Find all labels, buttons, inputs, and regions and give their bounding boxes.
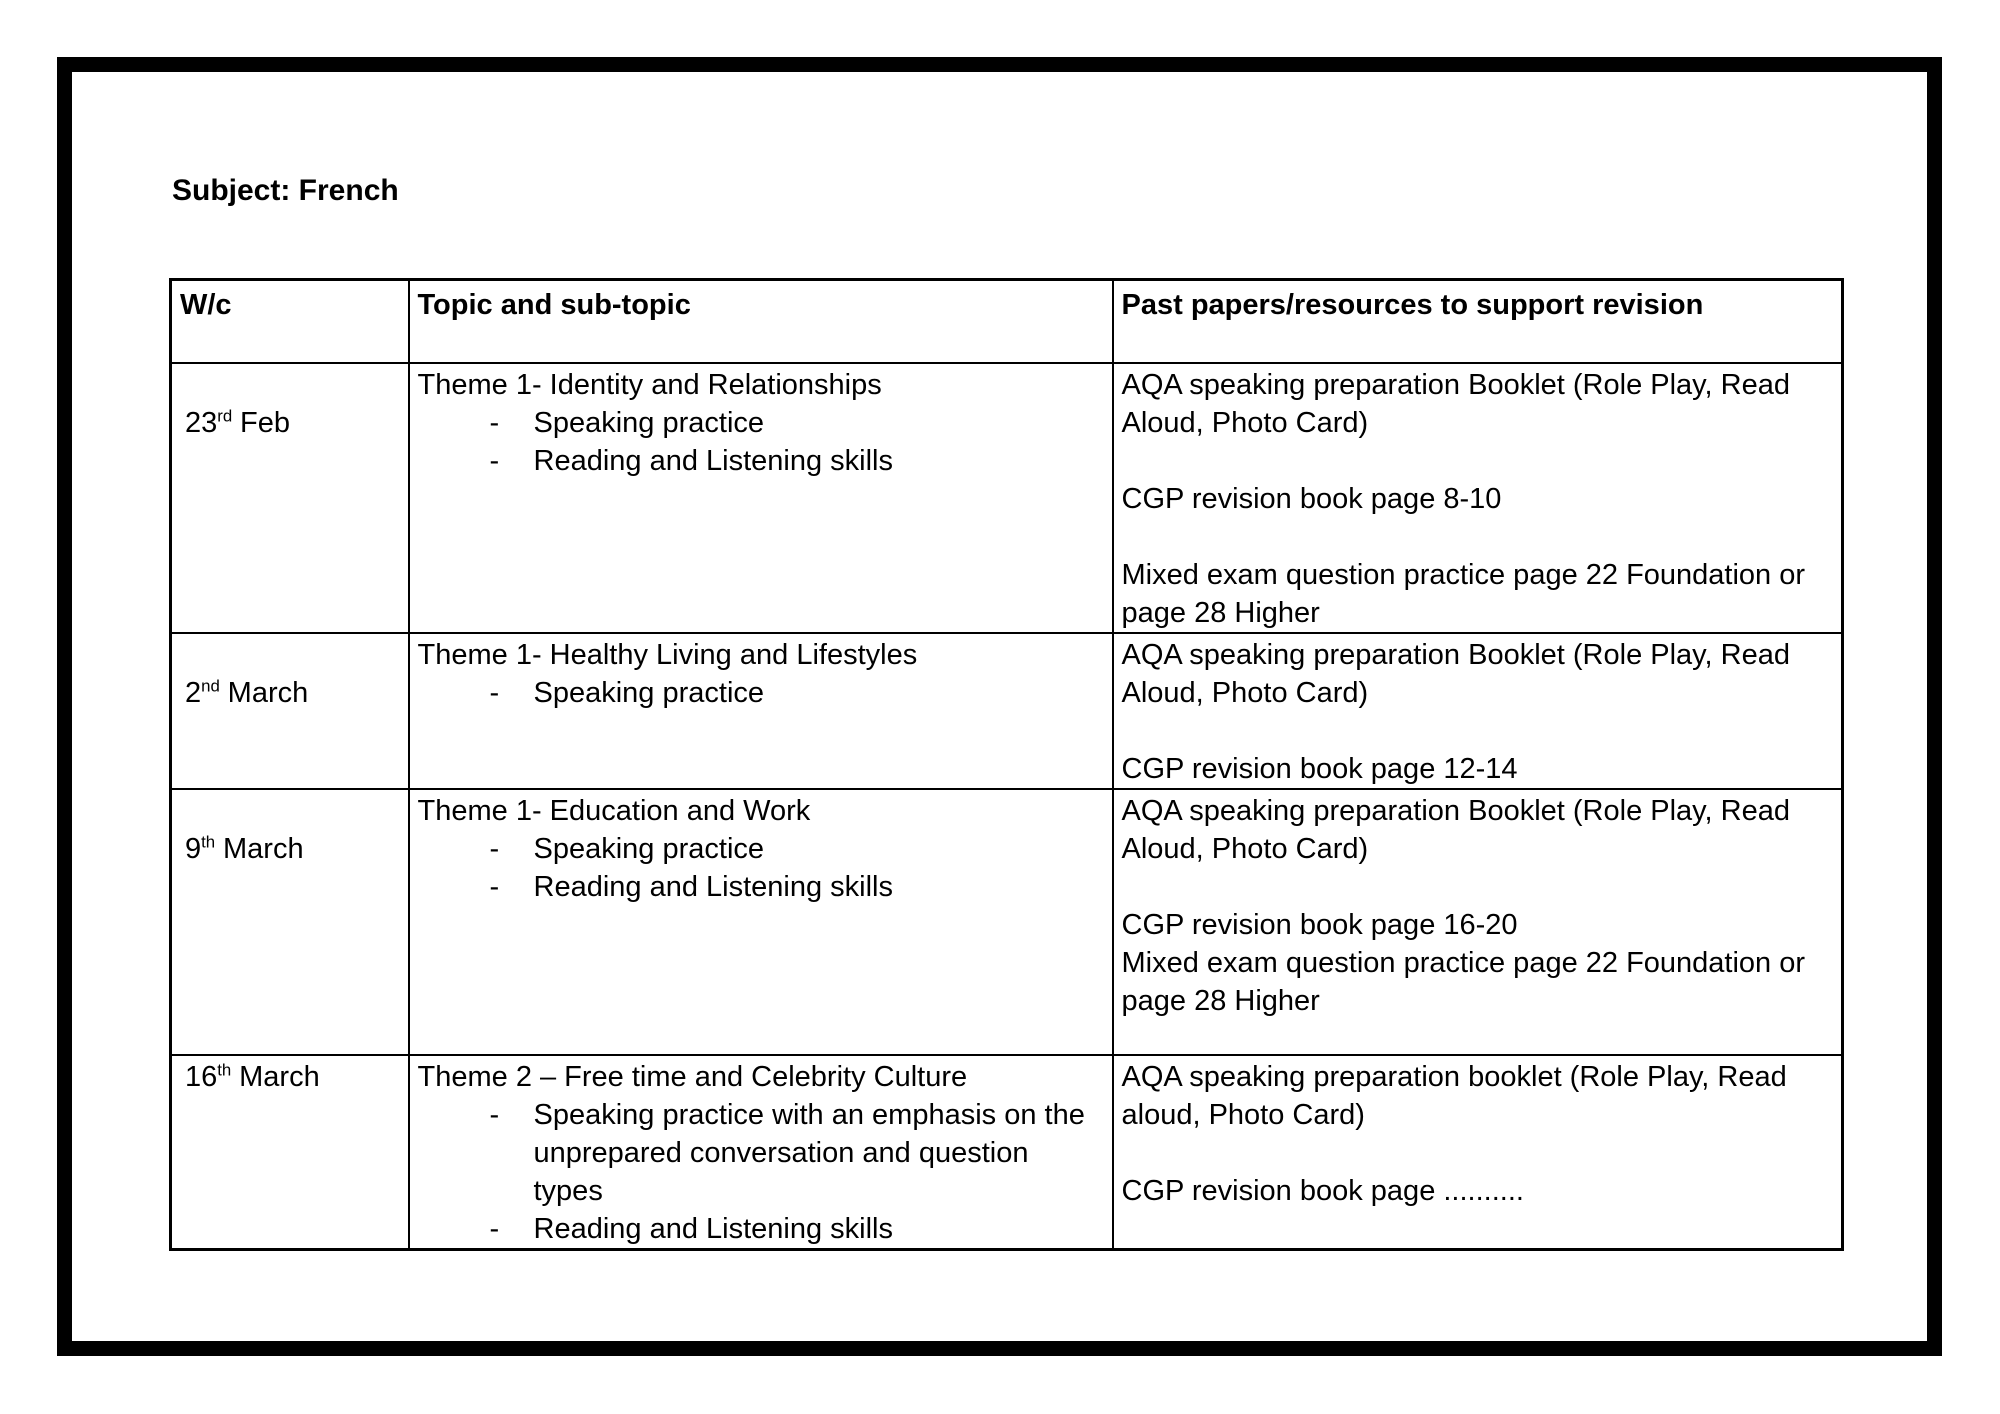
resource-line: AQA speaking preparation Booklet (Role P… bbox=[1121, 794, 1790, 865]
resource-line: Mixed exam question practice page 22 Fou… bbox=[1121, 946, 1806, 1017]
topic-bullet: - Reading and Listening skills bbox=[418, 442, 1104, 480]
week-day: 9 bbox=[185, 832, 202, 865]
bullet-dash: - bbox=[489, 676, 500, 709]
week-cell: 23rd Feb bbox=[169, 361, 410, 634]
resources-cell: AQA speaking preparation Booklet (Role P… bbox=[1111, 361, 1844, 634]
week-day: 2 bbox=[185, 676, 202, 709]
bullet-text: Reading and Listening skills bbox=[533, 1212, 894, 1245]
topic-title: Theme 1- Education and Work bbox=[417, 794, 811, 827]
subject-title: Subject: French bbox=[172, 174, 399, 207]
week-cell: 16th March bbox=[169, 1053, 410, 1250]
resource-line: CGP revision book page 8-10 bbox=[1121, 482, 1502, 515]
week-ordinal: rd bbox=[217, 405, 233, 425]
week-day: 16 bbox=[185, 1060, 218, 1093]
resource-spacer bbox=[1122, 1134, 1834, 1172]
week-month: Feb bbox=[240, 406, 291, 439]
table-header-topic: Topic and sub-topic bbox=[407, 278, 1114, 364]
resources-cell: AQA speaking preparation Booklet (Role P… bbox=[1111, 631, 1844, 790]
week-month: March bbox=[227, 676, 309, 709]
topic-title: Theme 1- Healthy Living and Lifestyles bbox=[417, 638, 918, 671]
resources-cell: AQA speaking preparation Booklet (Role P… bbox=[1111, 787, 1844, 1056]
bullet-dash: - bbox=[489, 832, 500, 865]
resource-line: AQA speaking preparation Booklet (Role P… bbox=[1121, 638, 1790, 709]
bullet-text: Reading and Listening skills bbox=[533, 870, 894, 903]
week-ordinal: nd bbox=[201, 675, 220, 695]
bullet-dash: - bbox=[489, 870, 500, 903]
bullet-text: Speaking practice bbox=[533, 832, 765, 865]
resource-line: CGP revision book page .......... bbox=[1121, 1174, 1524, 1207]
week-month: March bbox=[239, 1060, 320, 1093]
resource-spacer bbox=[1122, 868, 1834, 906]
topic-title: Theme 1- Identity and Relationships bbox=[417, 368, 882, 401]
topic-cell: Theme 1- Education and Work - Speaking p… bbox=[407, 787, 1114, 1056]
topic-cell: Theme 2 – Free time and Celebrity Cultur… bbox=[407, 1053, 1114, 1250]
topic-bullet: - Reading and Listening skills bbox=[418, 1210, 1104, 1248]
bullet-dash: - bbox=[489, 444, 500, 477]
week-cell: 9th March bbox=[169, 787, 410, 1056]
table-row: 16th March Theme 2 – Free time and Celebr… bbox=[169, 1053, 1844, 1250]
bullet-text: Speaking practice with an emphasis on th… bbox=[533, 1098, 1085, 1207]
resource-line: AQA speaking preparation Booklet (Role P… bbox=[1121, 368, 1790, 439]
table-row: 23rd Feb Theme 1- Identity and Relationsh… bbox=[169, 361, 1844, 634]
topic-cell: Theme 1- Identity and Relationships - Sp… bbox=[407, 361, 1114, 634]
resource-line: CGP revision book page 12-14 bbox=[1121, 752, 1518, 785]
bullet-text: Reading and Listening skills bbox=[533, 444, 894, 477]
resource-spacer bbox=[1122, 442, 1834, 480]
week-day: 23 bbox=[185, 406, 218, 439]
revision-table: W/c Topic and sub-topic Past papers/reso… bbox=[169, 278, 1844, 1251]
week-ordinal: th bbox=[217, 1059, 232, 1079]
resource-line: CGP revision book page 16-20 bbox=[1121, 908, 1518, 941]
table-header-resources: Past papers/resources to support revisio… bbox=[1111, 278, 1844, 364]
table-row: 2nd March Theme 1- Healthy Living and Lif… bbox=[169, 631, 1844, 790]
resource-spacer bbox=[1122, 518, 1834, 556]
week-ordinal: th bbox=[201, 831, 216, 851]
topic-title: Theme 2 – Free time and Celebrity Cultur… bbox=[417, 1060, 968, 1093]
topic-bullet: - Speaking practice bbox=[418, 830, 1104, 868]
table-row: 9th March Theme 1- Education and Work - S… bbox=[169, 787, 1844, 1056]
bullet-text: Speaking practice bbox=[533, 676, 765, 709]
bullet-dash: - bbox=[489, 406, 500, 439]
topic-cell: Theme 1- Healthy Living and Lifestyles -… bbox=[407, 631, 1114, 790]
resource-spacer bbox=[1122, 712, 1834, 750]
table-header-wc: W/c bbox=[169, 278, 410, 364]
bullet-text: Speaking practice bbox=[533, 406, 765, 439]
resource-line: AQA speaking preparation booklet (Role P… bbox=[1121, 1060, 1787, 1131]
bullet-dash: - bbox=[489, 1098, 500, 1131]
week-cell: 2nd March bbox=[169, 631, 410, 790]
bullet-dash: - bbox=[489, 1212, 500, 1245]
table-header-row: W/c Topic and sub-topic Past papers/reso… bbox=[169, 278, 1844, 364]
resource-line: Mixed exam question practice page 22 Fou… bbox=[1121, 558, 1806, 629]
topic-bullet: - Speaking practice with an emphasis on … bbox=[418, 1096, 1104, 1210]
resources-cell: AQA speaking preparation booklet (Role P… bbox=[1111, 1053, 1844, 1250]
topic-bullet: - Speaking practice bbox=[418, 674, 1104, 712]
week-month: March bbox=[223, 832, 304, 865]
topic-bullet: - Speaking practice bbox=[418, 404, 1104, 442]
topic-bullet: - Reading and Listening skills bbox=[418, 868, 1104, 906]
